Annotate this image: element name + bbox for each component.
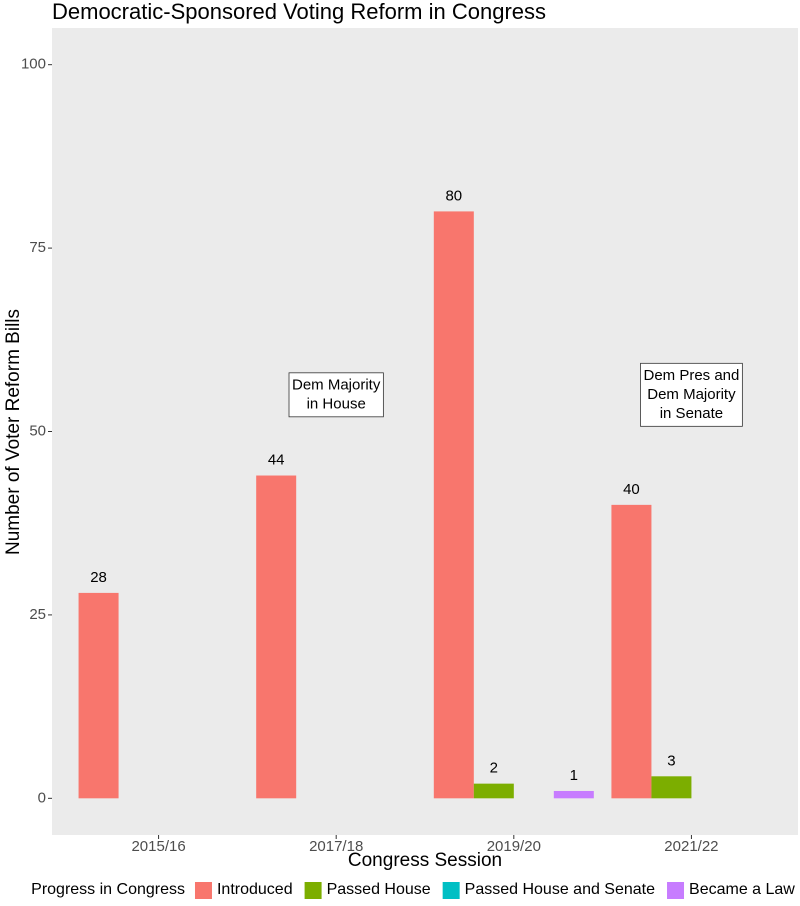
legend-swatch — [667, 882, 685, 899]
value-label: 44 — [268, 451, 285, 468]
value-label: 1 — [570, 767, 578, 784]
value-label: 28 — [90, 569, 107, 586]
annotation-text: in Senate — [660, 405, 723, 422]
legend-label: Became a Law — [689, 881, 795, 898]
annotation-text: Dem Pres and — [643, 367, 739, 384]
legend-swatch — [442, 882, 460, 899]
legend-label: Passed House — [327, 881, 431, 898]
bar — [433, 211, 474, 799]
x-tick-label: 2019/20 — [487, 838, 541, 855]
annotation: Dem Majority in House — [288, 372, 384, 418]
annotation-text: Dem Majority — [647, 386, 736, 403]
y-tick-label: 50 — [29, 422, 46, 439]
bar — [473, 783, 514, 799]
annotation-box — [640, 362, 743, 427]
chart-title: Democratic-Sponsored Voting Reform in Co… — [52, 0, 546, 24]
value-label: 2 — [490, 760, 498, 777]
y-axis-title: Number of Voter Reform Bills — [3, 309, 24, 555]
annotation-text: in House — [307, 395, 366, 412]
value-label: 80 — [445, 187, 462, 204]
legend-swatch — [194, 882, 212, 899]
y-tick-label: 100 — [21, 56, 46, 73]
value-label: 3 — [667, 752, 675, 769]
annotation-text: Dem Majority — [292, 376, 381, 393]
legend-title: Progress in Congress — [31, 881, 185, 898]
y-tick-label: 25 — [29, 606, 46, 623]
y-tick-label: 0 — [38, 789, 46, 806]
bar — [651, 776, 692, 799]
x-axis-title: Congress Session — [348, 850, 502, 871]
annotation-box — [288, 372, 384, 418]
plot-background — [52, 28, 798, 835]
x-tick-label: 2015/16 — [131, 838, 185, 855]
annotation: Dem Pres and Dem Majority in Senate — [640, 362, 743, 427]
bar — [553, 790, 594, 799]
bar — [256, 475, 297, 799]
value-label: 40 — [623, 481, 640, 498]
x-tick-label: 2017/18 — [309, 838, 363, 855]
x-tick-label: 2021/22 — [664, 838, 718, 855]
y-tick-label: 75 — [29, 239, 46, 256]
legend-swatch — [304, 882, 322, 899]
legend-label: Passed House and Senate — [465, 881, 655, 898]
bar — [78, 592, 119, 799]
bar — [611, 504, 652, 799]
legend-label: Introduced — [217, 881, 293, 898]
